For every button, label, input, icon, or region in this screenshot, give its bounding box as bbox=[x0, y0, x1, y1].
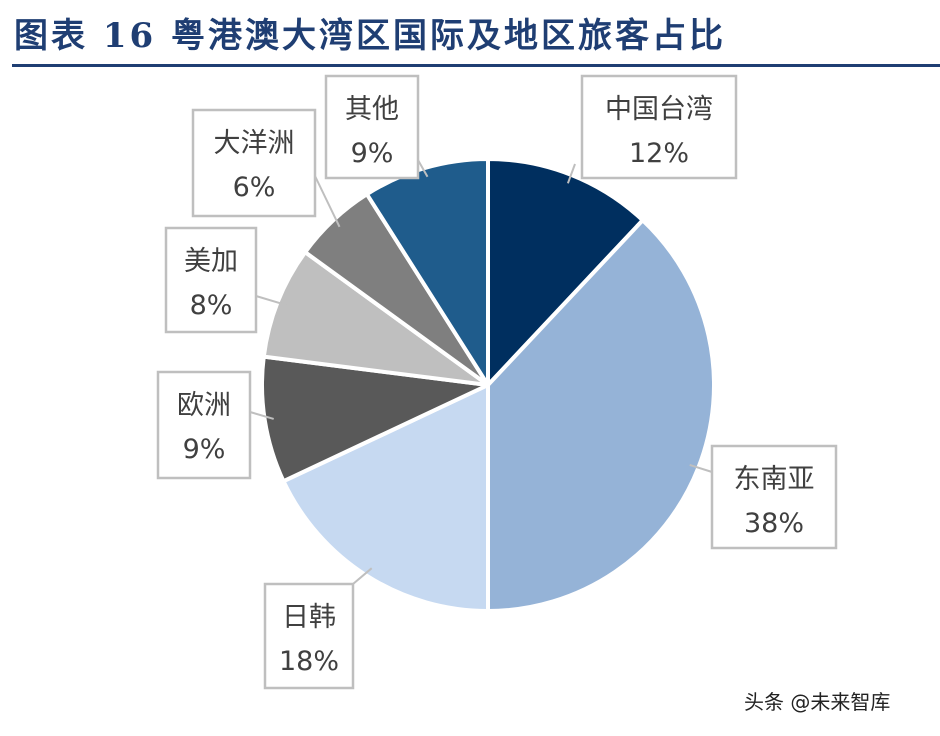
callout-box bbox=[191, 108, 317, 218]
pie-callouts: 中国台湾 12% 东南亚 38% 日韩 18% 欧洲 9% 美加 8% 大洋洲 6% 其他 9% bbox=[156, 74, 838, 690]
callout-leader-line bbox=[352, 567, 373, 585]
slice-category-label: 中国台湾 bbox=[605, 94, 713, 125]
slice-percent-label: 6% bbox=[233, 172, 276, 203]
slice-percent-label: 12% bbox=[629, 138, 689, 169]
slice-percent-label: 38% bbox=[744, 508, 804, 539]
slice-category-label: 大洋洲 bbox=[214, 128, 295, 159]
pie-slice bbox=[260, 354, 490, 484]
callout-box bbox=[263, 582, 355, 690]
slice-percent-label: 8% bbox=[190, 290, 233, 321]
slice-percent-label: 9% bbox=[351, 138, 394, 169]
callout-box bbox=[324, 74, 420, 180]
slice-category-label: 美加 bbox=[184, 246, 238, 277]
pie-slice bbox=[281, 383, 490, 613]
callout-box bbox=[580, 74, 738, 180]
slice-category-label: 日韩 bbox=[282, 602, 336, 633]
callout-leader-line bbox=[417, 159, 429, 178]
callout-box bbox=[164, 226, 258, 334]
figure-title: 图表 16 粤港澳大湾区国际及地区旅客占比 bbox=[14, 16, 726, 56]
callout-leader-line bbox=[566, 163, 576, 184]
callout-leader-line bbox=[249, 411, 274, 420]
pie-slice bbox=[364, 157, 490, 387]
callout-leader-line bbox=[314, 175, 341, 228]
pie-slices bbox=[260, 157, 717, 613]
watermark: 头条 @未来智库 bbox=[744, 690, 891, 714]
callout-leader-line bbox=[689, 463, 713, 473]
callout-box bbox=[710, 444, 838, 550]
title-underline bbox=[12, 64, 940, 67]
slice-category-label: 欧洲 bbox=[177, 390, 231, 421]
callout-leader-line bbox=[255, 295, 287, 307]
slice-category-label: 东南亚 bbox=[734, 464, 815, 495]
slice-category-label: 其他 bbox=[345, 94, 399, 125]
callout-box bbox=[156, 370, 252, 480]
slice-percent-label: 18% bbox=[279, 646, 339, 677]
slice-percent-label: 9% bbox=[183, 434, 226, 465]
